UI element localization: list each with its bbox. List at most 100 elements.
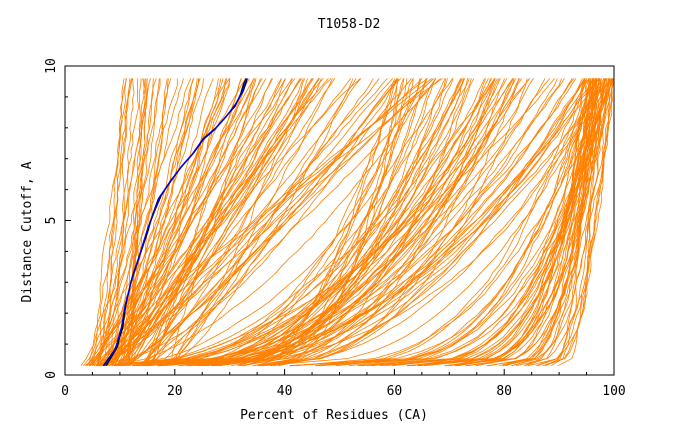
x-tick-label: 0 xyxy=(61,384,69,399)
model-curve xyxy=(244,78,404,367)
model-curve xyxy=(449,78,596,367)
model-curve xyxy=(158,78,485,367)
model-curve xyxy=(206,78,427,367)
model-curve xyxy=(261,78,528,367)
model-curve xyxy=(273,78,585,367)
model-curve xyxy=(455,78,593,367)
model-curve xyxy=(524,78,595,367)
model-curve xyxy=(239,78,573,367)
model-curve xyxy=(140,78,441,367)
model-curve xyxy=(505,78,596,367)
model-curve xyxy=(158,78,500,367)
model-curve xyxy=(186,78,515,367)
model-curve xyxy=(535,78,611,367)
model-curve xyxy=(196,78,470,367)
model-curve xyxy=(359,78,588,367)
model-curve xyxy=(121,78,496,367)
model-curve xyxy=(98,78,257,366)
model-curve xyxy=(252,78,606,367)
model-curve xyxy=(129,78,147,366)
model-curve xyxy=(273,78,558,367)
model-curve xyxy=(189,78,463,367)
model-curve xyxy=(417,78,614,367)
model-curve xyxy=(98,78,361,366)
model-curve xyxy=(259,78,398,367)
model-curve xyxy=(444,78,591,367)
model-curve xyxy=(96,78,304,367)
model-curve xyxy=(117,78,531,367)
model-curve xyxy=(172,78,380,366)
model-curve xyxy=(456,78,590,367)
model-curve xyxy=(203,78,464,367)
model-curve xyxy=(270,78,496,367)
model-curve xyxy=(316,78,606,367)
model-curve xyxy=(114,78,508,367)
x-tick-label: 80 xyxy=(496,384,512,399)
model-curve xyxy=(140,78,336,366)
model-curve xyxy=(88,78,433,366)
model-curve xyxy=(143,78,254,366)
model-curve xyxy=(90,78,157,366)
x-tick-label: 20 xyxy=(167,384,183,399)
model-curve xyxy=(98,78,127,366)
model-curve xyxy=(167,78,256,366)
model-curve xyxy=(118,78,200,366)
model-curve xyxy=(131,78,466,367)
highlight-curve-2 xyxy=(103,78,247,367)
model-curve xyxy=(317,78,586,367)
x-tick-label: 60 xyxy=(387,384,403,399)
highlight-curves xyxy=(102,78,248,367)
model-curve xyxy=(157,78,590,367)
model-curve xyxy=(85,78,184,366)
model-curve xyxy=(214,78,495,367)
plot-area xyxy=(64,65,615,376)
x-axis: 0 20 40 60 80 100 xyxy=(61,369,626,399)
model-curve xyxy=(98,78,250,366)
model-curve xyxy=(94,78,230,367)
model-curve xyxy=(259,78,514,367)
y-axis-title: Distance Cutoff, A xyxy=(20,161,35,302)
x-tick-label: 40 xyxy=(277,384,293,399)
model-curve xyxy=(120,78,145,366)
model-curve xyxy=(277,78,498,367)
model-curve xyxy=(258,78,605,367)
model-curve xyxy=(116,78,242,366)
model-curve xyxy=(114,78,437,367)
model-curve xyxy=(135,78,517,367)
model-curve xyxy=(181,78,454,367)
model-curve xyxy=(257,78,506,367)
model-curve xyxy=(467,78,614,367)
model-curve xyxy=(127,78,142,366)
model-curve xyxy=(104,78,125,366)
x-tick-label: 100 xyxy=(602,384,625,399)
y-tick-label: 10 xyxy=(44,58,59,74)
model-curve xyxy=(270,78,519,367)
model-curve xyxy=(170,78,354,367)
model-curve xyxy=(129,78,332,366)
model-curve xyxy=(126,78,261,367)
model-curve xyxy=(102,78,388,367)
model-curve xyxy=(130,78,286,366)
model-curve xyxy=(142,78,398,367)
model-curve xyxy=(114,78,199,366)
model-curve xyxy=(412,78,610,367)
model-curve xyxy=(103,78,140,366)
model-curve xyxy=(158,78,422,367)
model-curve xyxy=(348,78,607,367)
model-curve xyxy=(219,78,565,367)
model-curve xyxy=(314,78,588,367)
model-curve xyxy=(335,78,594,367)
model-curve xyxy=(95,78,399,367)
model-curve xyxy=(186,78,595,367)
model-curve xyxy=(486,78,608,367)
model-curve xyxy=(115,78,575,367)
y-tick-label: 5 xyxy=(44,217,59,225)
model-curve xyxy=(206,78,514,367)
y-tick-label: 0 xyxy=(44,371,59,379)
model-curve xyxy=(101,78,362,367)
x-axis-title: Percent of Residues (CA) xyxy=(240,408,428,423)
model-curve xyxy=(80,78,160,366)
model-curve xyxy=(465,78,592,367)
model-curve xyxy=(91,78,267,367)
